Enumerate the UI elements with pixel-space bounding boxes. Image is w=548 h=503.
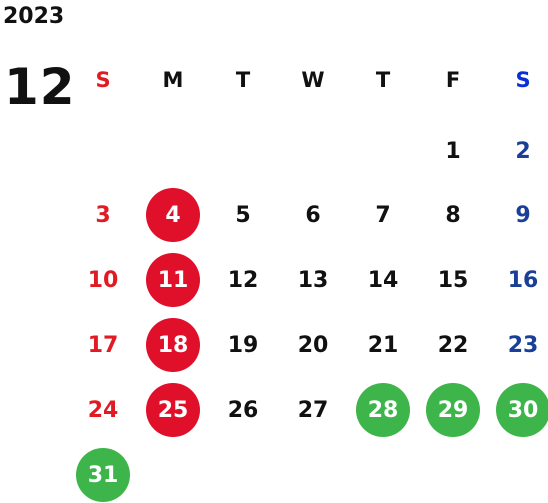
day-16[interactable]: 16 <box>507 267 539 293</box>
day-24[interactable]: 24 <box>87 397 119 423</box>
day-8[interactable]: 8 <box>445 202 461 228</box>
day-7[interactable]: 7 <box>375 202 391 228</box>
day-12[interactable]: 12 <box>227 267 259 293</box>
weekday-header-4: T <box>375 68 391 92</box>
day-25[interactable]: 25 <box>146 383 200 437</box>
day-23[interactable]: 23 <box>507 332 539 358</box>
day-19[interactable]: 19 <box>227 332 259 358</box>
day-9[interactable]: 9 <box>515 202 531 228</box>
day-2[interactable]: 2 <box>515 138 531 164</box>
day-11[interactable]: 11 <box>146 253 200 307</box>
day-1[interactable]: 1 <box>445 138 461 164</box>
day-18[interactable]: 18 <box>146 318 200 372</box>
day-30[interactable]: 30 <box>496 383 548 437</box>
day-29[interactable]: 29 <box>426 383 480 437</box>
day-15[interactable]: 15 <box>437 267 469 293</box>
day-14[interactable]: 14 <box>367 267 399 293</box>
day-13[interactable]: 13 <box>297 267 329 293</box>
day-31[interactable]: 31 <box>76 448 130 502</box>
weekday-header-2: T <box>235 68 251 92</box>
weekday-header-5: F <box>445 68 461 92</box>
month-number: 12 <box>4 58 76 116</box>
weekday-header-3: W <box>301 68 325 92</box>
day-28[interactable]: 28 <box>356 383 410 437</box>
day-10[interactable]: 10 <box>87 267 119 293</box>
day-5[interactable]: 5 <box>235 202 251 228</box>
day-21[interactable]: 21 <box>367 332 399 358</box>
day-20[interactable]: 20 <box>297 332 329 358</box>
day-4[interactable]: 4 <box>146 188 200 242</box>
day-26[interactable]: 26 <box>227 397 259 423</box>
weekday-header-0: S <box>95 68 111 92</box>
year-label: 2023 <box>3 4 65 29</box>
day-22[interactable]: 22 <box>437 332 469 358</box>
day-17[interactable]: 17 <box>87 332 119 358</box>
day-3[interactable]: 3 <box>95 202 111 228</box>
weekday-header-1: M <box>162 68 184 92</box>
weekday-header-6: S <box>515 68 531 92</box>
day-27[interactable]: 27 <box>297 397 329 423</box>
day-6[interactable]: 6 <box>305 202 321 228</box>
